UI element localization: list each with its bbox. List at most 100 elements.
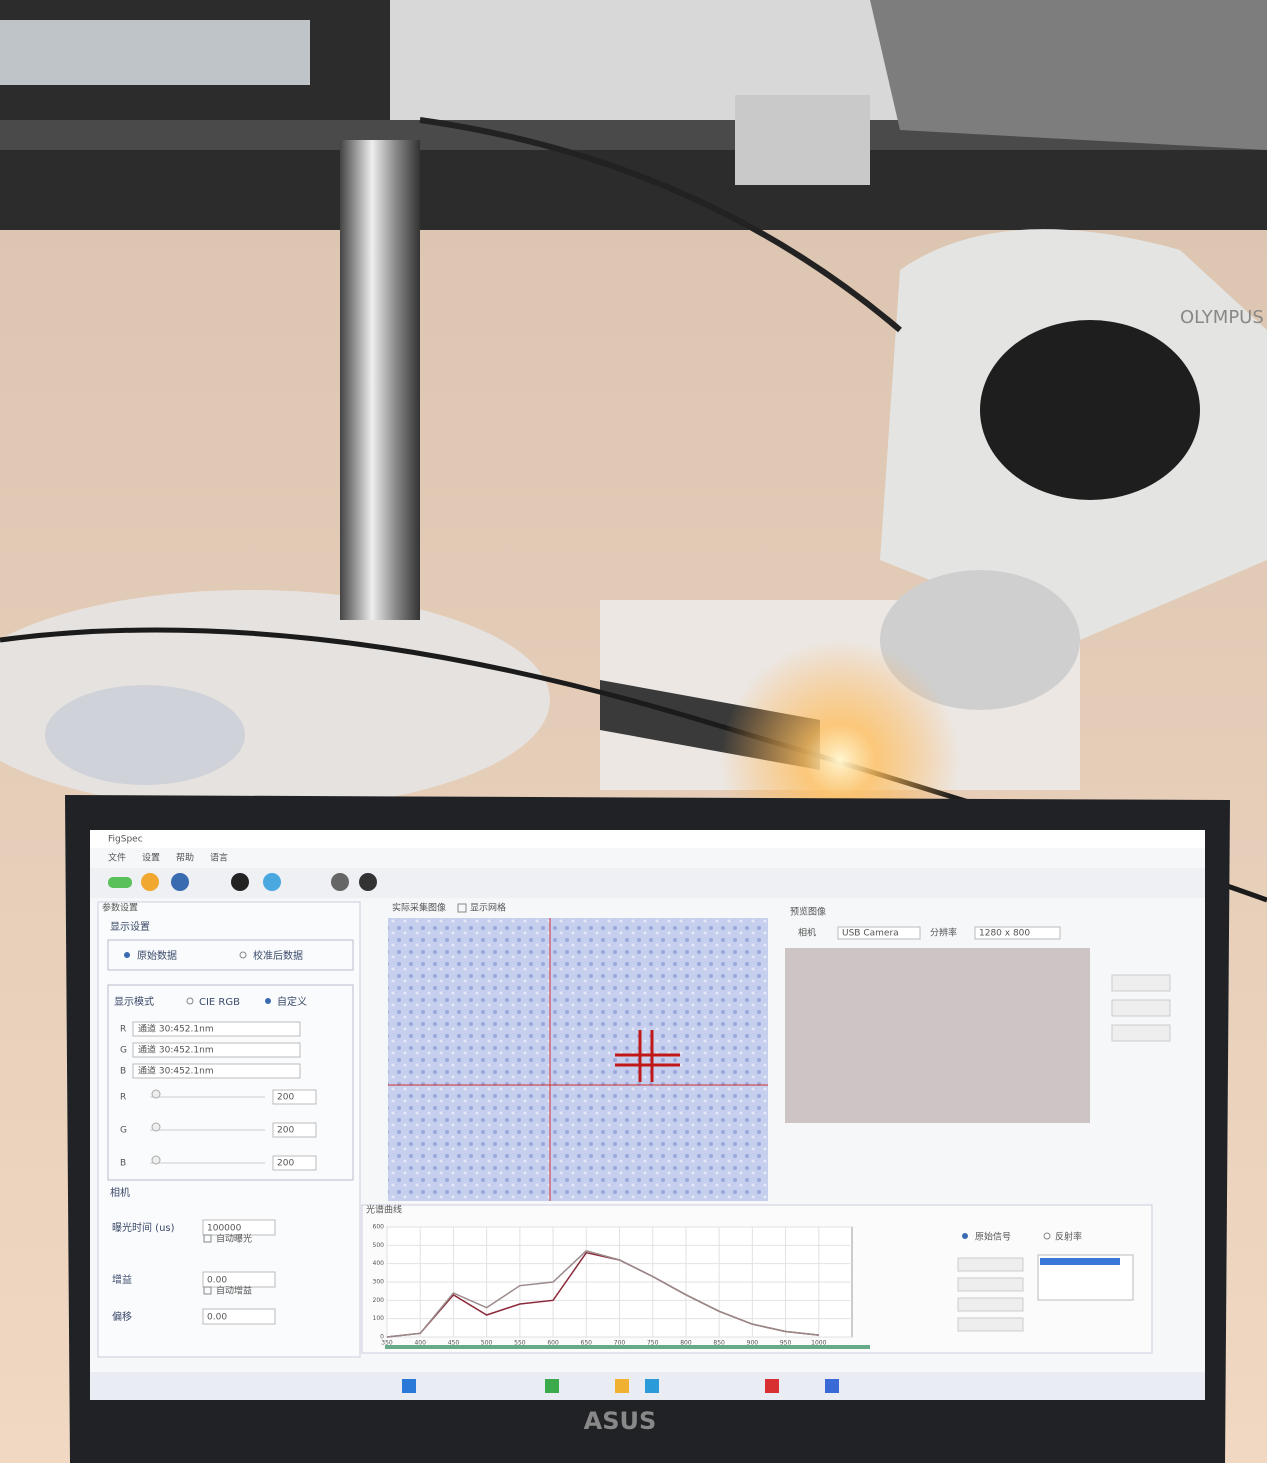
radio-label: 原始信号	[975, 1231, 1011, 1243]
panel-title: 实际采集图像	[392, 902, 446, 914]
objective	[880, 570, 1080, 710]
x-tick-label: 400	[414, 1340, 426, 1347]
checkbox[interactable]	[203, 1234, 212, 1243]
radio[interactable]	[1043, 1232, 1051, 1240]
title-bar	[90, 830, 1205, 848]
open-button[interactable]	[141, 873, 159, 891]
button[interactable]	[1111, 974, 1171, 992]
radio[interactable]	[186, 997, 194, 1005]
slider-thumb[interactable]	[151, 1155, 161, 1165]
taskbar-icon[interactable]	[615, 1379, 629, 1393]
radio[interactable]	[124, 952, 130, 958]
dropdown[interactable]	[132, 1042, 301, 1058]
spectrum-chart: 0 100 200 300 400 500 600 350 400 450 500 550 600 650…	[373, 1224, 853, 1347]
dropdown[interactable]	[132, 1063, 301, 1079]
radio[interactable]	[962, 1233, 968, 1239]
button[interactable]	[1111, 1024, 1171, 1042]
brand-label: OLYMPUS	[1180, 307, 1264, 328]
dropdown-value: 通道 30:452.1nm	[138, 1065, 214, 1077]
menu-item[interactable]: 文件	[108, 852, 126, 864]
slider-label: B	[120, 1159, 126, 1169]
taskbar-icon[interactable]	[645, 1379, 659, 1393]
x-tick-label: 850	[713, 1340, 725, 1347]
save-button[interactable]	[171, 873, 189, 891]
dropdown-value: 1280 x 800	[979, 929, 1030, 939]
dropdown[interactable]	[837, 926, 921, 940]
radio-label: 校准后数据	[253, 949, 303, 962]
spin-box[interactable]	[202, 1219, 276, 1236]
checkbox[interactable]	[457, 903, 467, 913]
cable	[419, 117, 902, 333]
window-pane	[0, 20, 310, 85]
info-button[interactable]	[263, 873, 281, 891]
x-tick-label: 800	[680, 1340, 692, 1347]
field-label: 分辨率	[930, 927, 957, 939]
spin-value: 0.00	[207, 1276, 227, 1286]
start-button[interactable]	[402, 1379, 416, 1393]
y-tick-label: 600	[373, 1224, 385, 1231]
spin-box[interactable]	[272, 1089, 317, 1105]
dropdown-value: 通道 30:452.1nm	[138, 1044, 214, 1056]
checkbox-label: 自动曝光	[216, 1233, 252, 1245]
add-button[interactable]	[231, 873, 249, 891]
y-tick-label: 300	[373, 1279, 385, 1286]
slider-label: R	[120, 1093, 126, 1103]
spin-box[interactable]	[272, 1122, 317, 1138]
y-tick-label: 0	[380, 1334, 384, 1341]
x-tick-label: 500	[481, 1340, 493, 1347]
menu-item[interactable]: 设置	[142, 853, 160, 864]
channel-label: R	[120, 1025, 126, 1035]
y-tick-label: 500	[373, 1242, 385, 1249]
stage-plate	[45, 685, 245, 785]
channel-label: G	[120, 1046, 127, 1056]
spin-value: 200	[277, 1159, 294, 1169]
y-tick-label: 200	[373, 1297, 385, 1304]
y-tick-label: 400	[373, 1260, 385, 1267]
taskbar-icon[interactable]	[545, 1379, 559, 1393]
slider-thumb[interactable]	[151, 1089, 161, 1099]
button[interactable]	[957, 1317, 1024, 1332]
menu-item[interactable]: 语言	[210, 852, 228, 864]
spin-box[interactable]	[272, 1155, 317, 1171]
radio[interactable]	[265, 998, 271, 1004]
spin-box[interactable]	[202, 1271, 276, 1288]
field-label: 曝光时间 (us)	[112, 1221, 175, 1234]
spectrum-bar	[385, 1345, 870, 1349]
camera-button[interactable]	[331, 873, 349, 891]
group-box	[107, 939, 354, 971]
taskbar-icon[interactable]	[765, 1379, 779, 1393]
stop-button[interactable]	[359, 873, 377, 891]
toolbar	[90, 868, 1205, 898]
x-tick-label: 750	[647, 1340, 659, 1347]
dropdown[interactable]	[974, 926, 1061, 940]
field-label: 增益	[112, 1273, 132, 1286]
spin-value: 100000	[207, 1224, 242, 1234]
slider-thumb[interactable]	[151, 1122, 161, 1132]
button[interactable]	[957, 1297, 1024, 1312]
spectrum-line	[386, 1249, 819, 1338]
group-box	[107, 984, 354, 1181]
toggle[interactable]	[108, 877, 132, 888]
menu-item[interactable]: 帮助	[176, 852, 194, 864]
dropdown-value: 通道 30:452.1nm	[138, 1023, 214, 1035]
channel-label: B	[120, 1067, 126, 1077]
microscope-top	[870, 0, 1267, 150]
menu-bar: 文件 设置 帮助 语言	[108, 852, 228, 864]
button[interactable]	[957, 1257, 1024, 1272]
spin-value: 200	[277, 1093, 294, 1103]
button[interactable]	[957, 1277, 1024, 1292]
x-tick-label: 700	[614, 1340, 626, 1347]
taskbar-icon[interactable]	[825, 1379, 839, 1393]
button[interactable]	[1111, 999, 1171, 1017]
radio[interactable]	[239, 951, 247, 959]
spin-box[interactable]	[202, 1308, 276, 1325]
x-tick-label: 550	[514, 1340, 526, 1347]
dropdown[interactable]	[132, 1021, 301, 1037]
checkbox-label: 显示网格	[470, 902, 506, 914]
checkbox[interactable]	[203, 1286, 212, 1295]
panel-title: 预览图像	[790, 906, 826, 918]
app-title: FigSpec	[108, 835, 143, 845]
x-tick-label: 350	[381, 1340, 393, 1347]
captured-image	[388, 918, 768, 1201]
